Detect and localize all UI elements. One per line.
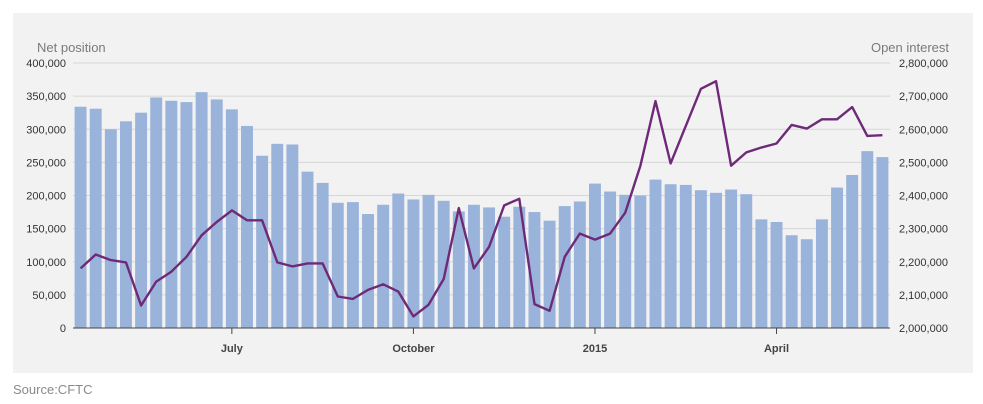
net-position-bar xyxy=(422,194,435,328)
net-position-bar xyxy=(362,214,374,328)
net-position-bar xyxy=(437,200,450,328)
net-position-bar xyxy=(558,206,571,328)
net-position-bar xyxy=(846,174,859,328)
right-tick-label: 2,600,000 xyxy=(899,124,948,136)
right-tick-label: 2,700,000 xyxy=(899,91,948,103)
right-tick-label: 2,500,000 xyxy=(899,157,948,169)
net-position-bar xyxy=(861,151,874,328)
left-axis-title: Net position xyxy=(37,40,106,55)
net-position-bar xyxy=(104,129,117,328)
left-tick-label: 300,000 xyxy=(26,124,66,136)
chart-panel: 0 50,000 100,000 150,000 200,000 250,000 300,0… xyxy=(13,13,973,373)
net-position-bar xyxy=(725,189,738,328)
x-tick-label: October xyxy=(392,343,435,355)
net-position-bar xyxy=(573,201,586,328)
net-position-bar xyxy=(831,187,844,328)
right-tick-label: 2,100,000 xyxy=(899,290,948,302)
net-position-bar xyxy=(800,239,813,328)
left-tick-label: 0 xyxy=(60,323,66,335)
net-position-bar xyxy=(740,194,753,328)
net-position-bar xyxy=(679,184,692,328)
net-position-bar xyxy=(543,220,556,328)
net-position-bar xyxy=(286,144,299,328)
right-tick-label: 2,800,000 xyxy=(899,58,948,70)
net-position-bar xyxy=(135,112,148,328)
net-position-bar xyxy=(589,183,601,328)
open-interest-line xyxy=(79,79,883,318)
left-tick-label: 150,000 xyxy=(26,224,66,236)
right-tick-label: 2,400,000 xyxy=(899,191,948,203)
source-note: Source:CFTC xyxy=(13,382,93,397)
net-position-bar xyxy=(165,100,178,328)
net-position-bar xyxy=(649,179,662,328)
net-position-bar xyxy=(392,193,405,328)
left-tick-label: 200,000 xyxy=(26,191,66,203)
net-position-bar xyxy=(634,195,647,328)
net-position-bar xyxy=(407,199,420,328)
net-position-bar xyxy=(694,190,707,328)
net-position-bar xyxy=(210,99,223,328)
net-position-bar xyxy=(331,202,344,328)
net-position-bar xyxy=(619,194,632,328)
net-position-bar xyxy=(180,102,193,329)
right-tick-label: 2,000,000 xyxy=(899,323,948,335)
right-tick-label: 2,300,000 xyxy=(899,224,948,236)
net-position-bar xyxy=(74,106,87,328)
net-position-bar xyxy=(195,92,208,329)
left-tick-label: 400,000 xyxy=(26,58,66,70)
net-position-bar xyxy=(876,157,889,328)
right-axis-title: Open interest xyxy=(870,40,949,55)
net-position-bar xyxy=(770,222,783,328)
left-tick-label: 100,000 xyxy=(26,257,66,269)
net-position-bar xyxy=(119,121,132,328)
net-position-bar xyxy=(89,108,102,329)
net-position-bar xyxy=(785,235,798,328)
net-position-bar xyxy=(346,202,359,328)
chart-plot: 0 50,000 100,000 150,000 200,000 250,000 300,0… xyxy=(26,58,948,355)
net-position-bar xyxy=(452,211,465,328)
x-tick-label: April xyxy=(764,343,789,355)
net-position-bar xyxy=(815,219,828,328)
right-tick-label: 2,200,000 xyxy=(899,257,948,269)
net-position-bar xyxy=(483,207,496,328)
net-position-bar xyxy=(710,192,722,328)
x-tick-label: July xyxy=(221,343,244,355)
net-position-bar xyxy=(377,204,390,328)
net-position-bar xyxy=(241,125,253,328)
x-tick-label: 2015 xyxy=(583,343,607,355)
left-tick-label: 350,000 xyxy=(26,91,66,103)
net-position-bar xyxy=(664,184,677,328)
net-position-bar xyxy=(256,155,269,328)
left-tick-label: 50,000 xyxy=(32,290,66,302)
net-position-bar xyxy=(316,182,329,328)
net-position-bar xyxy=(498,216,511,328)
net-position-bar xyxy=(604,191,617,328)
net-position-bar xyxy=(225,109,238,328)
net-position-bar xyxy=(755,219,768,328)
net-position-bar xyxy=(150,97,163,328)
net-position-bar xyxy=(301,171,314,328)
net-position-bar xyxy=(513,206,526,328)
net-position-bar xyxy=(528,212,541,328)
left-tick-label: 250,000 xyxy=(26,157,66,169)
net-position-bar xyxy=(271,143,284,328)
